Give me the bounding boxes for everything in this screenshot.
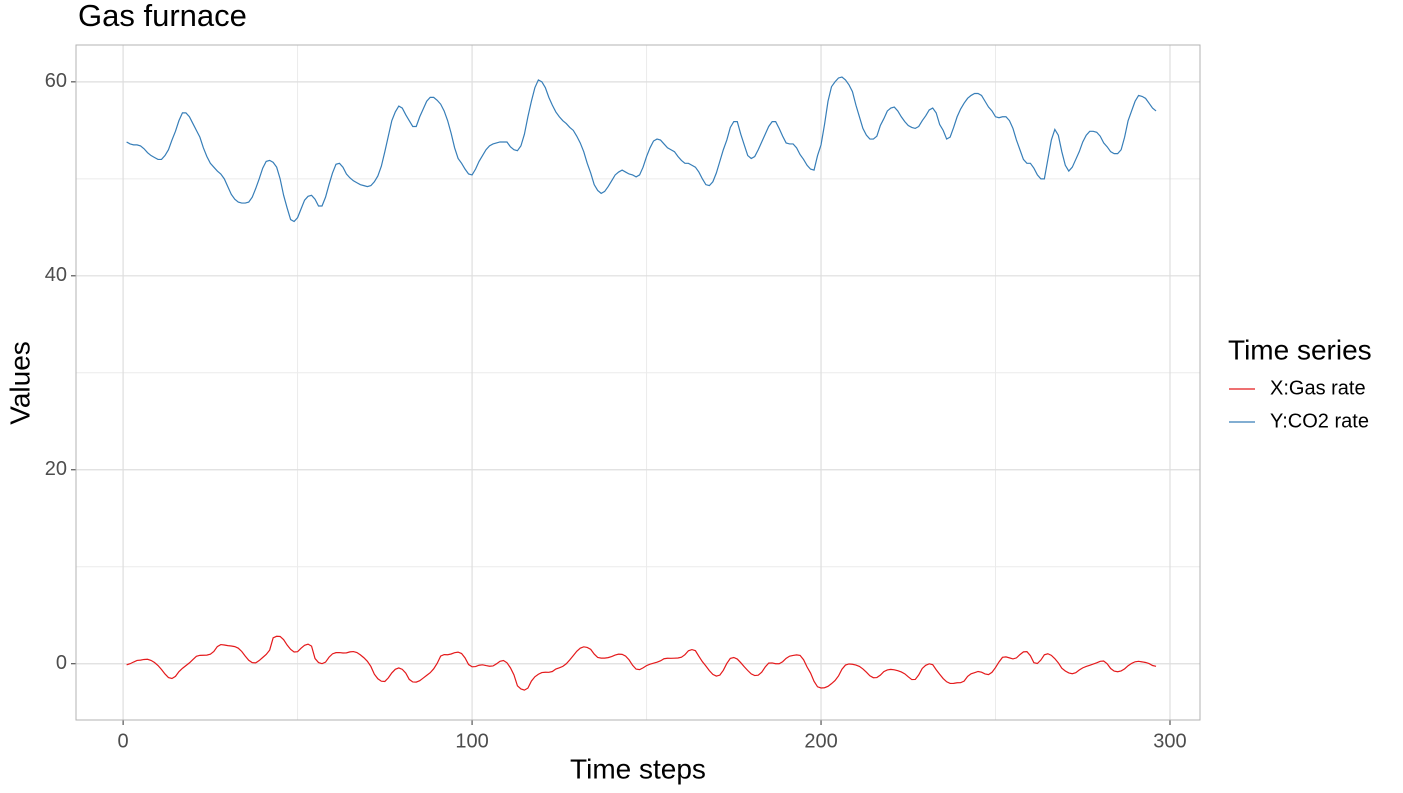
y-tick-label: 40 [45, 264, 67, 286]
x-tick-label: 100 [455, 730, 488, 752]
y-axis-label: Values [4, 341, 35, 425]
legend-title: Time series [1228, 334, 1372, 365]
legend-label: Y:CO2 rate [1270, 410, 1369, 432]
panel-border [75, 44, 1201, 721]
y-tick-label: 0 [56, 652, 67, 674]
x-tick-label: 200 [804, 730, 837, 752]
y-tick-label: 20 [45, 458, 67, 480]
x-tick-label: 300 [1153, 730, 1186, 752]
x-tick-label: 0 [118, 730, 129, 752]
x-axis-label: Time steps [570, 753, 706, 784]
y-tick-label: 60 [45, 70, 67, 92]
series-line [126, 76, 1157, 223]
series-line [126, 635, 1157, 691]
legend-label: X:Gas rate [1270, 377, 1366, 399]
chart-title: Gas furnace [78, 0, 247, 33]
